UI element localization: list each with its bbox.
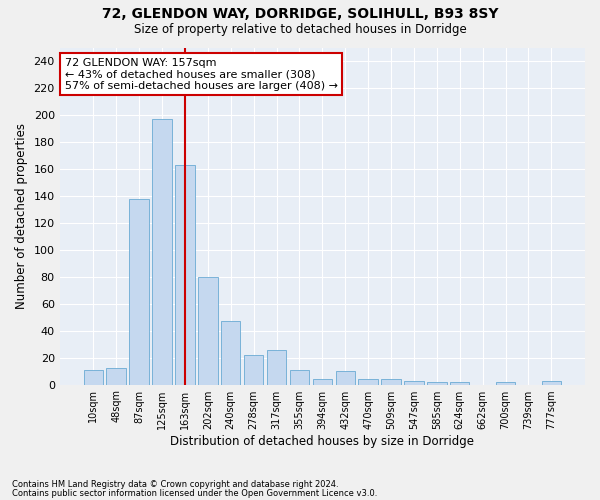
Text: Contains public sector information licensed under the Open Government Licence v3: Contains public sector information licen… <box>12 488 377 498</box>
Y-axis label: Number of detached properties: Number of detached properties <box>15 123 28 309</box>
Bar <box>427 382 446 384</box>
Bar <box>542 380 561 384</box>
Text: 72, GLENDON WAY, DORRIDGE, SOLIHULL, B93 8SY: 72, GLENDON WAY, DORRIDGE, SOLIHULL, B93… <box>102 8 498 22</box>
Bar <box>198 276 218 384</box>
Bar <box>450 382 469 384</box>
Bar <box>221 321 241 384</box>
Bar <box>83 370 103 384</box>
Bar <box>313 379 332 384</box>
Bar <box>267 350 286 384</box>
Text: 72 GLENDON WAY: 157sqm
← 43% of detached houses are smaller (308)
57% of semi-de: 72 GLENDON WAY: 157sqm ← 43% of detached… <box>65 58 338 91</box>
Bar <box>382 379 401 384</box>
Bar <box>106 368 126 384</box>
Bar <box>130 198 149 384</box>
Bar <box>404 380 424 384</box>
Text: Contains HM Land Registry data © Crown copyright and database right 2024.: Contains HM Land Registry data © Crown c… <box>12 480 338 489</box>
Bar <box>175 165 194 384</box>
X-axis label: Distribution of detached houses by size in Dorridge: Distribution of detached houses by size … <box>170 434 475 448</box>
Bar <box>152 119 172 384</box>
Text: Size of property relative to detached houses in Dorridge: Size of property relative to detached ho… <box>134 22 466 36</box>
Bar <box>335 371 355 384</box>
Bar <box>496 382 515 384</box>
Bar <box>290 370 309 384</box>
Bar <box>358 379 378 384</box>
Bar <box>244 355 263 384</box>
